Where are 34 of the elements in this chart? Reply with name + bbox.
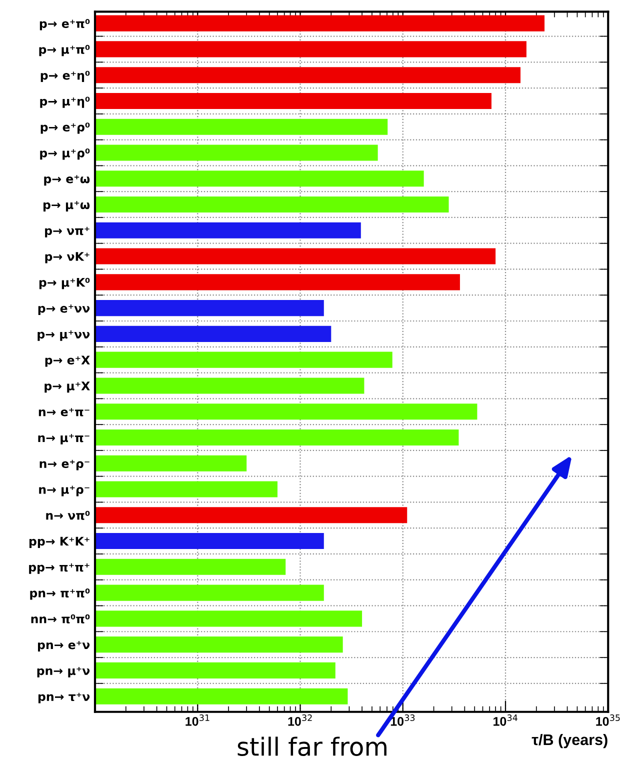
- y-tick-label: pp→ K⁺K⁺: [29, 536, 90, 548]
- y-tick-label: p→ e⁺ω: [44, 175, 90, 186]
- y-tick-label: n→ e⁺π⁻: [38, 408, 90, 416]
- y-tick-label: p→ e⁺π⁰: [40, 19, 90, 30]
- y-tick-label: p→ e⁺νν: [38, 304, 90, 315]
- x-tick-label: 10$^{32}$: [288, 714, 312, 726]
- y-tick-label: p→ μ⁺X: [44, 382, 90, 393]
- y-tick-label: nn→ π⁰π⁰: [31, 614, 90, 624]
- x-tick-label: 10$^{33}$: [390, 714, 415, 726]
- y-tick-label: pn→ e⁺ν: [38, 641, 90, 652]
- y-tick-label: pn→ π⁺π⁰: [30, 588, 90, 600]
- x-tick-label: 10$^{31}$: [186, 714, 210, 726]
- y-tick-label: p→ νK⁺: [45, 252, 90, 264]
- x-tick-label: 10$^{34}$: [494, 714, 518, 726]
- y-tick-label: p→ νπ⁺: [45, 226, 90, 238]
- y-tick-label: p→ e⁺η⁰: [40, 70, 90, 82]
- y-tick-label: p→ μ⁺π⁰: [39, 44, 90, 56]
- y-tick-label: n→ νπ⁰: [46, 510, 90, 520]
- y-tick-label: p→ e⁺X: [45, 356, 90, 367]
- x-axis-title: τ/B (years): [532, 734, 608, 748]
- y-tick-label: n→ μ⁺ρ⁻: [39, 486, 90, 496]
- y-tick-label: p→ μ⁺η⁰: [40, 96, 90, 108]
- text: still far from: [238, 736, 386, 756]
- y-tick-label: pp→ π⁺π⁺: [29, 563, 90, 574]
- y-tick-label: pn→ μ⁺ν: [37, 666, 90, 678]
- y-tick-label: p→ μ⁺K⁰: [39, 278, 90, 290]
- y-tick-label: p→ μ⁺ω: [44, 201, 90, 212]
- y-tick-label: n→ μ⁺π⁻: [38, 434, 90, 444]
- y-tick-label: p→ e⁺ρ⁰: [40, 122, 90, 134]
- x-tick-label: 10$^{35}$: [596, 714, 620, 726]
- y-tick-label: n→ e⁺ρ⁻: [40, 460, 90, 470]
- y-tick-label: pn→ τ⁺ν: [38, 692, 90, 704]
- y-tick-label: p→ μ⁺ρ⁰: [40, 148, 90, 160]
- y-tick-label: p→ μ⁺νν: [38, 330, 90, 341]
